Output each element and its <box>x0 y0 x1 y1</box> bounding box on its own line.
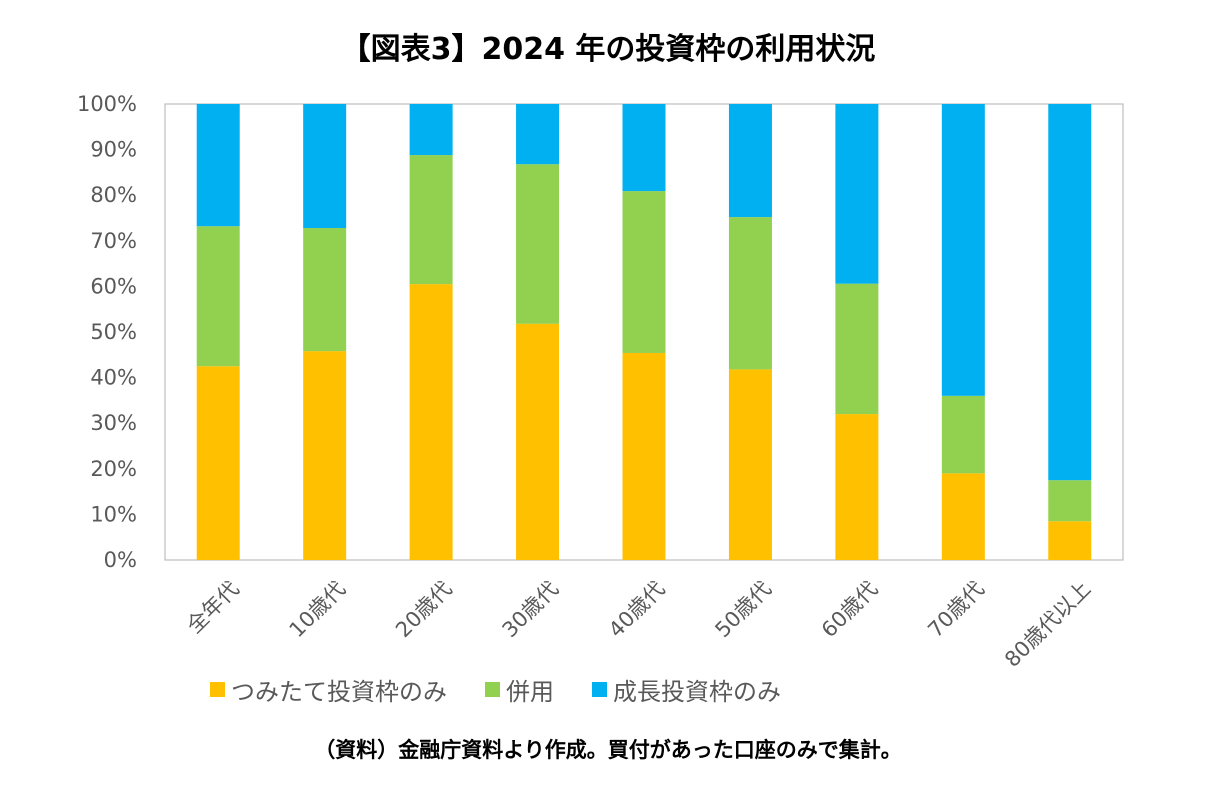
legend-label: つみたて投資枠のみ <box>231 678 447 706</box>
bar-segment-2-cat-8 <box>941 395 985 474</box>
bar-segment-1-cat-9 <box>1048 521 1092 560</box>
legend-swatch <box>485 682 500 697</box>
bar-segment-3-cat-6 <box>728 104 772 218</box>
bar-segment-2-cat-4 <box>516 164 560 324</box>
bar-segment-1-cat-1 <box>196 366 240 560</box>
chart-legend: つみたて投資枠のみ 併用 成長投資枠のみ <box>210 672 781 707</box>
y-tick-label: 60% <box>90 274 137 298</box>
bar-segment-2-cat-3 <box>409 155 453 285</box>
bar-segment-2-cat-1 <box>196 226 240 367</box>
x-category-label: 60歳代 <box>817 577 883 643</box>
bar-segment-2-cat-5 <box>622 191 666 353</box>
legend-label: 成長投資枠のみ <box>613 678 781 706</box>
y-tick-label: 20% <box>90 457 137 481</box>
y-tick-label: 30% <box>90 411 137 435</box>
bar-segment-2-cat-9 <box>1048 480 1092 522</box>
y-tick-label: 10% <box>90 502 137 526</box>
x-category-label: 30歳代 <box>498 577 564 643</box>
x-category-label: 全年代 <box>182 577 244 639</box>
bar-segment-1-cat-6 <box>728 369 772 560</box>
bar-segment-3-cat-5 <box>622 104 666 192</box>
x-category-label: 20歳代 <box>391 577 457 643</box>
legend-swatch <box>592 682 607 697</box>
legend-item-2: 併用 <box>485 672 554 707</box>
y-tick-label: 90% <box>90 138 137 162</box>
y-tick-label: 50% <box>90 320 137 344</box>
bar-segment-1-cat-8 <box>941 473 985 560</box>
y-tick-label: 100% <box>77 92 137 116</box>
bar-segment-1-cat-2 <box>303 351 347 560</box>
x-category-label: 50歳代 <box>710 577 776 643</box>
y-tick-label: 70% <box>90 229 137 253</box>
x-category-label: 10歳代 <box>285 577 351 643</box>
source-note: （資料）金融庁資料より作成。買付があった口座のみで集計。 <box>314 738 902 762</box>
x-category-label: 70歳代 <box>923 577 989 643</box>
legend-label: 併用 <box>506 678 554 706</box>
x-category-label: 80歳代以上 <box>1000 577 1095 672</box>
y-tick-label: 80% <box>90 183 137 207</box>
bar-segment-1-cat-5 <box>622 352 666 560</box>
bar-segment-1-cat-4 <box>516 323 560 560</box>
bar-segment-3-cat-7 <box>835 104 879 284</box>
bar-segment-2-cat-7 <box>835 283 879 415</box>
y-tick-label: 40% <box>90 366 137 390</box>
legend-swatch <box>210 682 225 697</box>
bar-segment-3-cat-4 <box>516 104 560 165</box>
bar-segment-3-cat-2 <box>303 104 347 229</box>
chart-title: 【図表3】2024 年の投資枠の利用状況 <box>340 32 876 67</box>
bar-segment-3-cat-3 <box>409 104 453 156</box>
bar-segment-3-cat-8 <box>941 104 985 396</box>
y-tick-label: 0% <box>104 548 137 572</box>
legend-item-1: つみたて投資枠のみ <box>210 672 447 707</box>
bar-segment-1-cat-7 <box>835 414 879 560</box>
bar-segment-1-cat-3 <box>409 284 453 560</box>
bar-segment-2-cat-2 <box>303 228 347 352</box>
bar-segment-3-cat-1 <box>196 104 240 227</box>
bar-segment-2-cat-6 <box>728 217 772 370</box>
legend-item-3: 成長投資枠のみ <box>592 672 781 707</box>
x-category-label: 40歳代 <box>604 577 670 643</box>
bar-segment-3-cat-9 <box>1048 104 1092 481</box>
